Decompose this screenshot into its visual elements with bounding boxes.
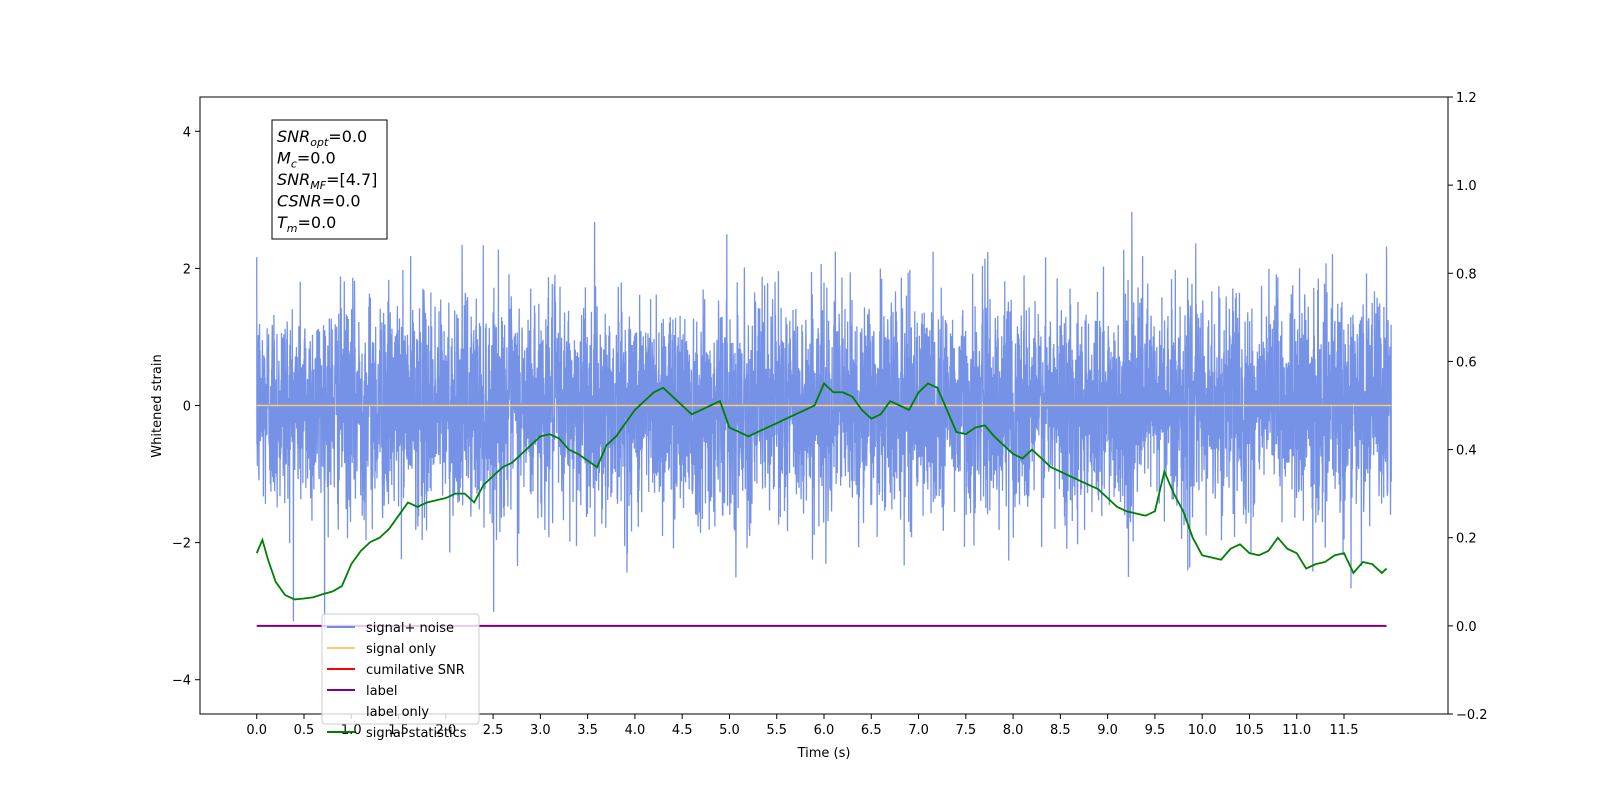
y-tick-label: −4 — [172, 674, 191, 689]
x-tick-label: 5.0 — [719, 723, 740, 738]
x-tick-label: 7.5 — [955, 723, 976, 738]
y2-tick-label: 0.0 — [1456, 620, 1477, 635]
y2-tick-label: −0.2 — [1456, 708, 1488, 723]
x-tick-label: 2.5 — [483, 723, 504, 738]
x-tick-label: 8.0 — [1003, 723, 1024, 738]
x-tick-label: 9.5 — [1145, 723, 1166, 738]
x-tick-label: 4.5 — [672, 723, 693, 738]
x-tick-label: 8.5 — [1050, 723, 1071, 738]
ticks-layer: 0.0 0.5 1.0 1.5 2.0 2.5 3.0 3.5 4.0 4.5 5.0 5.5 6.0 6… — [172, 91, 1488, 738]
info-box-line: SNRMF=[4.7] — [277, 170, 377, 192]
x-tick-label: 3.0 — [530, 723, 551, 738]
x-tick-label: 9.0 — [1097, 723, 1118, 738]
info-box-line: SNRopt=0.0 — [277, 127, 367, 149]
x-tick-label: 1.5 — [388, 723, 409, 738]
legend-entry-label: label — [366, 684, 397, 699]
x-axis-label: Time (s) — [797, 746, 851, 761]
y2-tick-label: 0.8 — [1456, 267, 1477, 282]
x-tick-label: 1.0 — [341, 723, 362, 738]
x-tick-label: 6.5 — [861, 723, 882, 738]
y2-tick-label: 1.2 — [1456, 91, 1477, 106]
info-box-line: Tm=0.0 — [277, 213, 336, 235]
x-tick-label: 4.0 — [625, 723, 646, 738]
y-tick-label: −2 — [172, 537, 191, 552]
info-box-line: CSNR=0.0 — [277, 192, 361, 211]
series-signal-statistics-line — [255, 381, 1388, 601]
y-axis-label: Whitened strain — [150, 354, 165, 457]
y2-tick-label: 1.0 — [1456, 179, 1477, 194]
legend-entry-label: label only — [366, 705, 429, 720]
y-tick-label: 4 — [183, 125, 191, 140]
y2-tick-label: 0.2 — [1456, 532, 1477, 547]
legend: signal+ noise signal only cumilative SNR la… — [321, 613, 480, 741]
legend-entry-label: signal statistics — [366, 726, 467, 741]
legend-entry-label: cumilative SNR — [366, 663, 465, 678]
x-tick-label: 11.5 — [1330, 723, 1359, 738]
legend-frame — [321, 613, 480, 725]
legend-entry-label: signal only — [366, 642, 436, 657]
x-tick-label: 5.5 — [766, 723, 787, 738]
info-box-frame — [271, 119, 388, 240]
x-tick-label: 10.0 — [1188, 723, 1217, 738]
x-tick-label: 0.5 — [294, 723, 315, 738]
x-tick-label: 7.0 — [908, 723, 929, 738]
x-tick-label: 11.0 — [1282, 723, 1311, 738]
series-signal-noise-line — [256, 211, 1392, 630]
y-tick-label: 2 — [183, 262, 191, 277]
x-tick-label: 10.5 — [1235, 723, 1264, 738]
y2-tick-label: 0.6 — [1456, 355, 1477, 370]
x-tick-label: 6.0 — [814, 723, 835, 738]
y-tick-label: 0 — [183, 400, 191, 415]
info-box-line: Mc=0.0 — [277, 149, 336, 171]
legend-entry-label: signal+ noise — [366, 621, 454, 636]
x-tick-label: 2.0 — [435, 723, 456, 738]
x-tick-label: 0.0 — [246, 723, 267, 738]
x-tick-label: 3.5 — [577, 723, 598, 738]
y2-tick-label: 0.4 — [1456, 444, 1477, 459]
